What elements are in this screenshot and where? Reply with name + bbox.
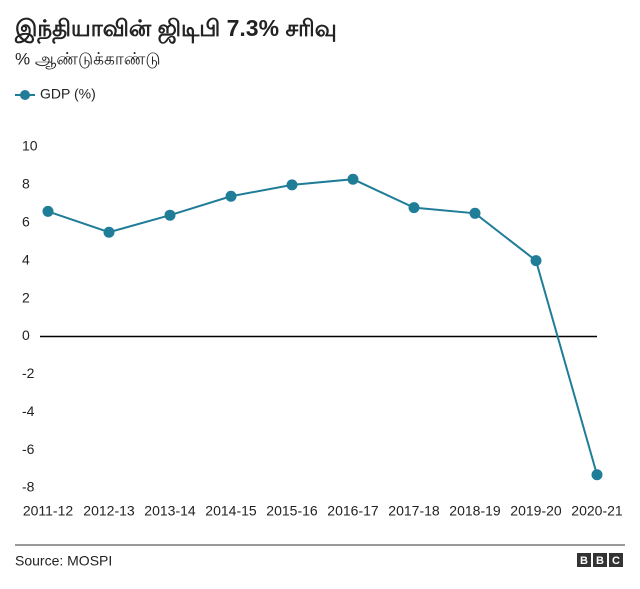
data-point [225,190,237,202]
data-point [42,205,54,217]
logo-letter: C [612,555,620,567]
data-line [47,178,598,476]
y-tick-label: -4 [22,403,35,419]
x-tick-label: 2018-19 [449,503,501,519]
data-point [103,226,115,238]
y-tick-label: -2 [22,365,35,381]
y-tick-label: 8 [22,176,30,192]
source: Source: MOSPI [15,553,112,569]
y-tick-label: 10 [22,138,38,154]
logo-box [593,553,607,567]
x-tick-label: 2020-21 [571,503,623,519]
data-point [347,173,359,185]
logo-box [609,553,623,567]
data-point [286,179,298,191]
y-tick-label: 2 [22,289,30,305]
chart-subtitle: % ஆண்டுக்காண்டு [15,49,161,68]
x-tick-label: 2011-12 [23,503,74,519]
logo-letter: B [596,555,604,567]
logo-letter: B [580,555,588,567]
data-point [591,469,603,481]
x-tick-label: 2015-16 [266,503,318,519]
x-tick-label: 2014-15 [205,503,257,519]
x-tick-label: 2017-18 [388,503,440,519]
y-tick-label: 4 [22,251,30,267]
legend-marker [20,90,30,100]
x-tick-label: 2013-14 [144,503,196,519]
x-tick-label: 2019-20 [510,503,562,519]
y-tick-label: -8 [22,479,35,495]
data-point [164,209,176,221]
y-tick-label: 0 [22,327,30,343]
data-point [530,255,542,267]
y-tick-label: -6 [22,441,35,457]
chart-title: இந்தியாவின் ஜிடிபி 7.3% சரிவு [14,15,337,45]
x-tick-label: 2012-13 [83,503,135,519]
logo-box [577,553,591,567]
data-point [408,202,420,214]
legend-label: GDP (%) [40,86,96,102]
data-point [469,207,481,219]
y-tick-label: 6 [22,213,30,229]
x-tick-label: 2016-17 [327,503,379,519]
